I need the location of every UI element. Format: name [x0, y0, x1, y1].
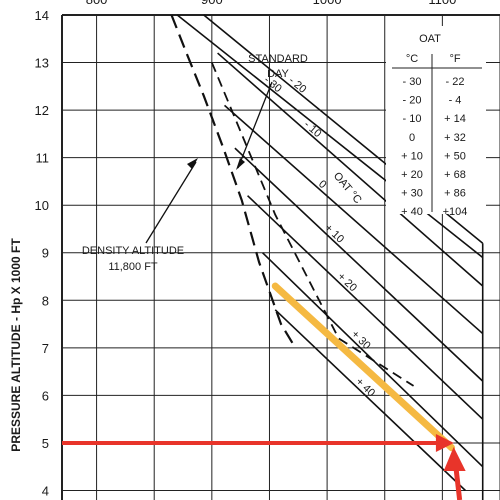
reference-arrowhead	[435, 433, 454, 452]
oat-table-cell-c: - 10	[403, 113, 422, 125]
standard-day-label-2: DAY	[267, 68, 289, 80]
x-tick-label: 800	[86, 0, 108, 7]
oat-table-cell-c: + 40	[401, 206, 423, 218]
oat-table-cell-c: - 20	[403, 95, 422, 107]
oat-table-cell-f: + 86	[444, 188, 466, 200]
dashed-boundary-line	[170, 14, 294, 344]
oat-curve	[176, 14, 484, 259]
oat-axis-label: OAT °C	[331, 170, 364, 206]
standard-day-leader-head	[236, 158, 245, 170]
x-tick-label: 1100	[428, 0, 456, 7]
y-tick-label: 5	[42, 436, 49, 451]
x-tick-labels: 800 900 1000 1100	[86, 0, 457, 7]
y-tick-label: 6	[42, 388, 49, 403]
density-altitude-label-2: 11,800 FT	[108, 261, 158, 273]
oat-curve	[247, 195, 484, 420]
oat-curve	[274, 309, 466, 492]
standard-day-leader	[237, 81, 273, 169]
oat-table-cell-f: +104	[443, 206, 468, 218]
oat-table-cell-f: + 68	[444, 169, 466, 181]
standard-day-label-1: STANDARD	[248, 53, 308, 65]
oat-table-cell-f: - 4	[449, 95, 462, 107]
standard-day-line	[211, 62, 415, 387]
y-tick-label: 7	[42, 341, 49, 356]
oat-table-cell-c: + 30	[401, 188, 423, 200]
y-tick-label: 4	[42, 483, 49, 498]
oat-table-cell-c: + 10	[401, 150, 423, 162]
oat-table-header-f: °F	[449, 53, 460, 65]
y-tick-label: 10	[35, 198, 49, 213]
oat-curve	[217, 52, 484, 287]
y-tick-labels: 4 5 6 7 8 9 10 11 12 13 14	[35, 8, 49, 498]
y-tick-label: 11	[36, 151, 50, 166]
y-tick-label: 8	[42, 293, 49, 308]
oat-table: OAT °C °F - 30 - 22 - 20 - 4 - 10 + 14 0 + 32 + …	[386, 26, 486, 218]
oat-table-header-c: °C	[406, 53, 418, 65]
oat-table-cell-f: + 50	[444, 150, 466, 162]
oat-curve-label: + 30	[349, 328, 373, 352]
x-tick-label: 900	[201, 0, 223, 7]
density-altitude-leader-head	[187, 158, 198, 169]
y-tick-label: 13	[35, 56, 49, 71]
oat-table-cell-c: + 20	[401, 169, 423, 181]
oat-table-cell-c: - 30	[403, 76, 422, 88]
y-axis-label: PRESSURE ALTITUDE - Hp X 1000 FT	[9, 238, 23, 452]
oat-table-title: OAT	[419, 33, 441, 45]
y-tick-label: 14	[35, 8, 49, 23]
y-tick-label: 12	[35, 103, 49, 118]
oat-curve-label: - 20	[286, 74, 308, 95]
oat-curve-label: - 10	[301, 119, 323, 141]
oat-table-cell-f: + 14	[444, 113, 466, 125]
oat-table-cell-f: + 32	[444, 132, 466, 144]
density-altitude-label-1: DENSITY ALTITUDE	[82, 245, 184, 257]
oat-table-bg	[386, 26, 486, 214]
vertical-arrowhead	[443, 446, 466, 471]
x-tick-label: 1000	[313, 0, 342, 7]
reference-arrows	[62, 433, 466, 500]
highlight-layer	[271, 282, 456, 452]
oat-curve	[223, 104, 484, 335]
oat-table-cell-c: 0	[409, 132, 415, 144]
oat-curve	[234, 147, 484, 382]
highlight-path	[271, 282, 456, 452]
y-tick-label: 9	[42, 246, 49, 261]
oat-table-rows: - 30 - 22 - 20 - 4 - 10 + 14 0 + 32 + 10 + 50 + 20…	[401, 76, 467, 218]
dashed-boundary	[170, 14, 415, 387]
density-altitude-leader	[145, 161, 197, 244]
oat-table-cell-f: - 22	[446, 76, 465, 88]
